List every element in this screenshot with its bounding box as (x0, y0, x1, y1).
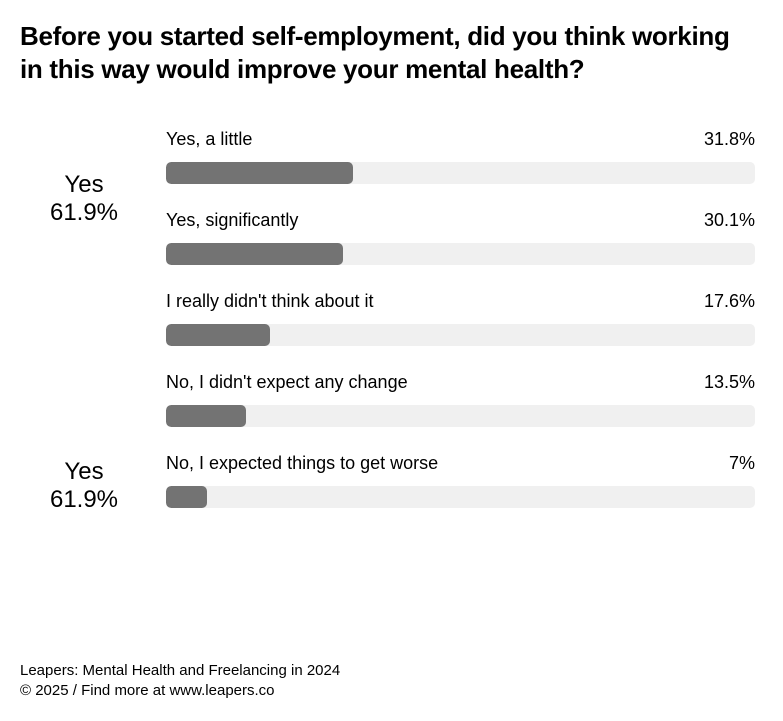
bar-label: Yes, a little (166, 129, 252, 150)
side-annotation: Yes 61.9% (20, 458, 148, 513)
bar-fill (166, 162, 353, 184)
bar-row: I really didn't think about it 17.6% (166, 291, 755, 346)
chart-content: Yes 61.9% Yes 61.9% Yes, a little 31.8% … (20, 129, 755, 534)
bar-track (166, 405, 755, 427)
bars-column: Yes, a little 31.8% Yes, significantly 3… (166, 129, 755, 534)
footer-source: Leapers: Mental Health and Freelancing i… (20, 661, 340, 681)
bar-label: Yes, significantly (166, 210, 298, 231)
bar-label: No, I expected things to get worse (166, 453, 438, 474)
bar-track (166, 486, 755, 508)
bar-label: No, I didn't expect any change (166, 372, 408, 393)
bar-row: No, I didn't expect any change 13.5% (166, 372, 755, 427)
side-column: Yes 61.9% Yes 61.9% (20, 129, 148, 534)
bar-row: Yes, significantly 30.1% (166, 210, 755, 265)
bar-label: I really didn't think about it (166, 291, 374, 312)
bar-track (166, 324, 755, 346)
bar-track (166, 162, 755, 184)
bar-pct: 30.1% (704, 210, 755, 231)
bar-fill (166, 243, 343, 265)
side-annotation-label: Yes (20, 458, 148, 486)
bar-pct: 31.8% (704, 129, 755, 150)
side-annotation-value: 61.9% (20, 486, 148, 514)
side-annotation: Yes 61.9% (20, 171, 148, 226)
bar-fill (166, 324, 270, 346)
bar-row: No, I expected things to get worse 7% (166, 453, 755, 508)
bar-pct: 17.6% (704, 291, 755, 312)
side-annotation-label: Yes (20, 171, 148, 199)
bar-row: Yes, a little 31.8% (166, 129, 755, 184)
side-annotation-value: 61.9% (20, 199, 148, 227)
bar-pct: 7% (729, 453, 755, 474)
chart-footer: Leapers: Mental Health and Freelancing i… (20, 661, 340, 702)
bar-pct: 13.5% (704, 372, 755, 393)
bar-track (166, 243, 755, 265)
footer-copyright: © 2025 / Find more at www.leapers.co (20, 681, 340, 701)
chart-title: Before you started self-employment, did … (20, 20, 755, 85)
bar-fill (166, 486, 207, 508)
bar-fill (166, 405, 246, 427)
